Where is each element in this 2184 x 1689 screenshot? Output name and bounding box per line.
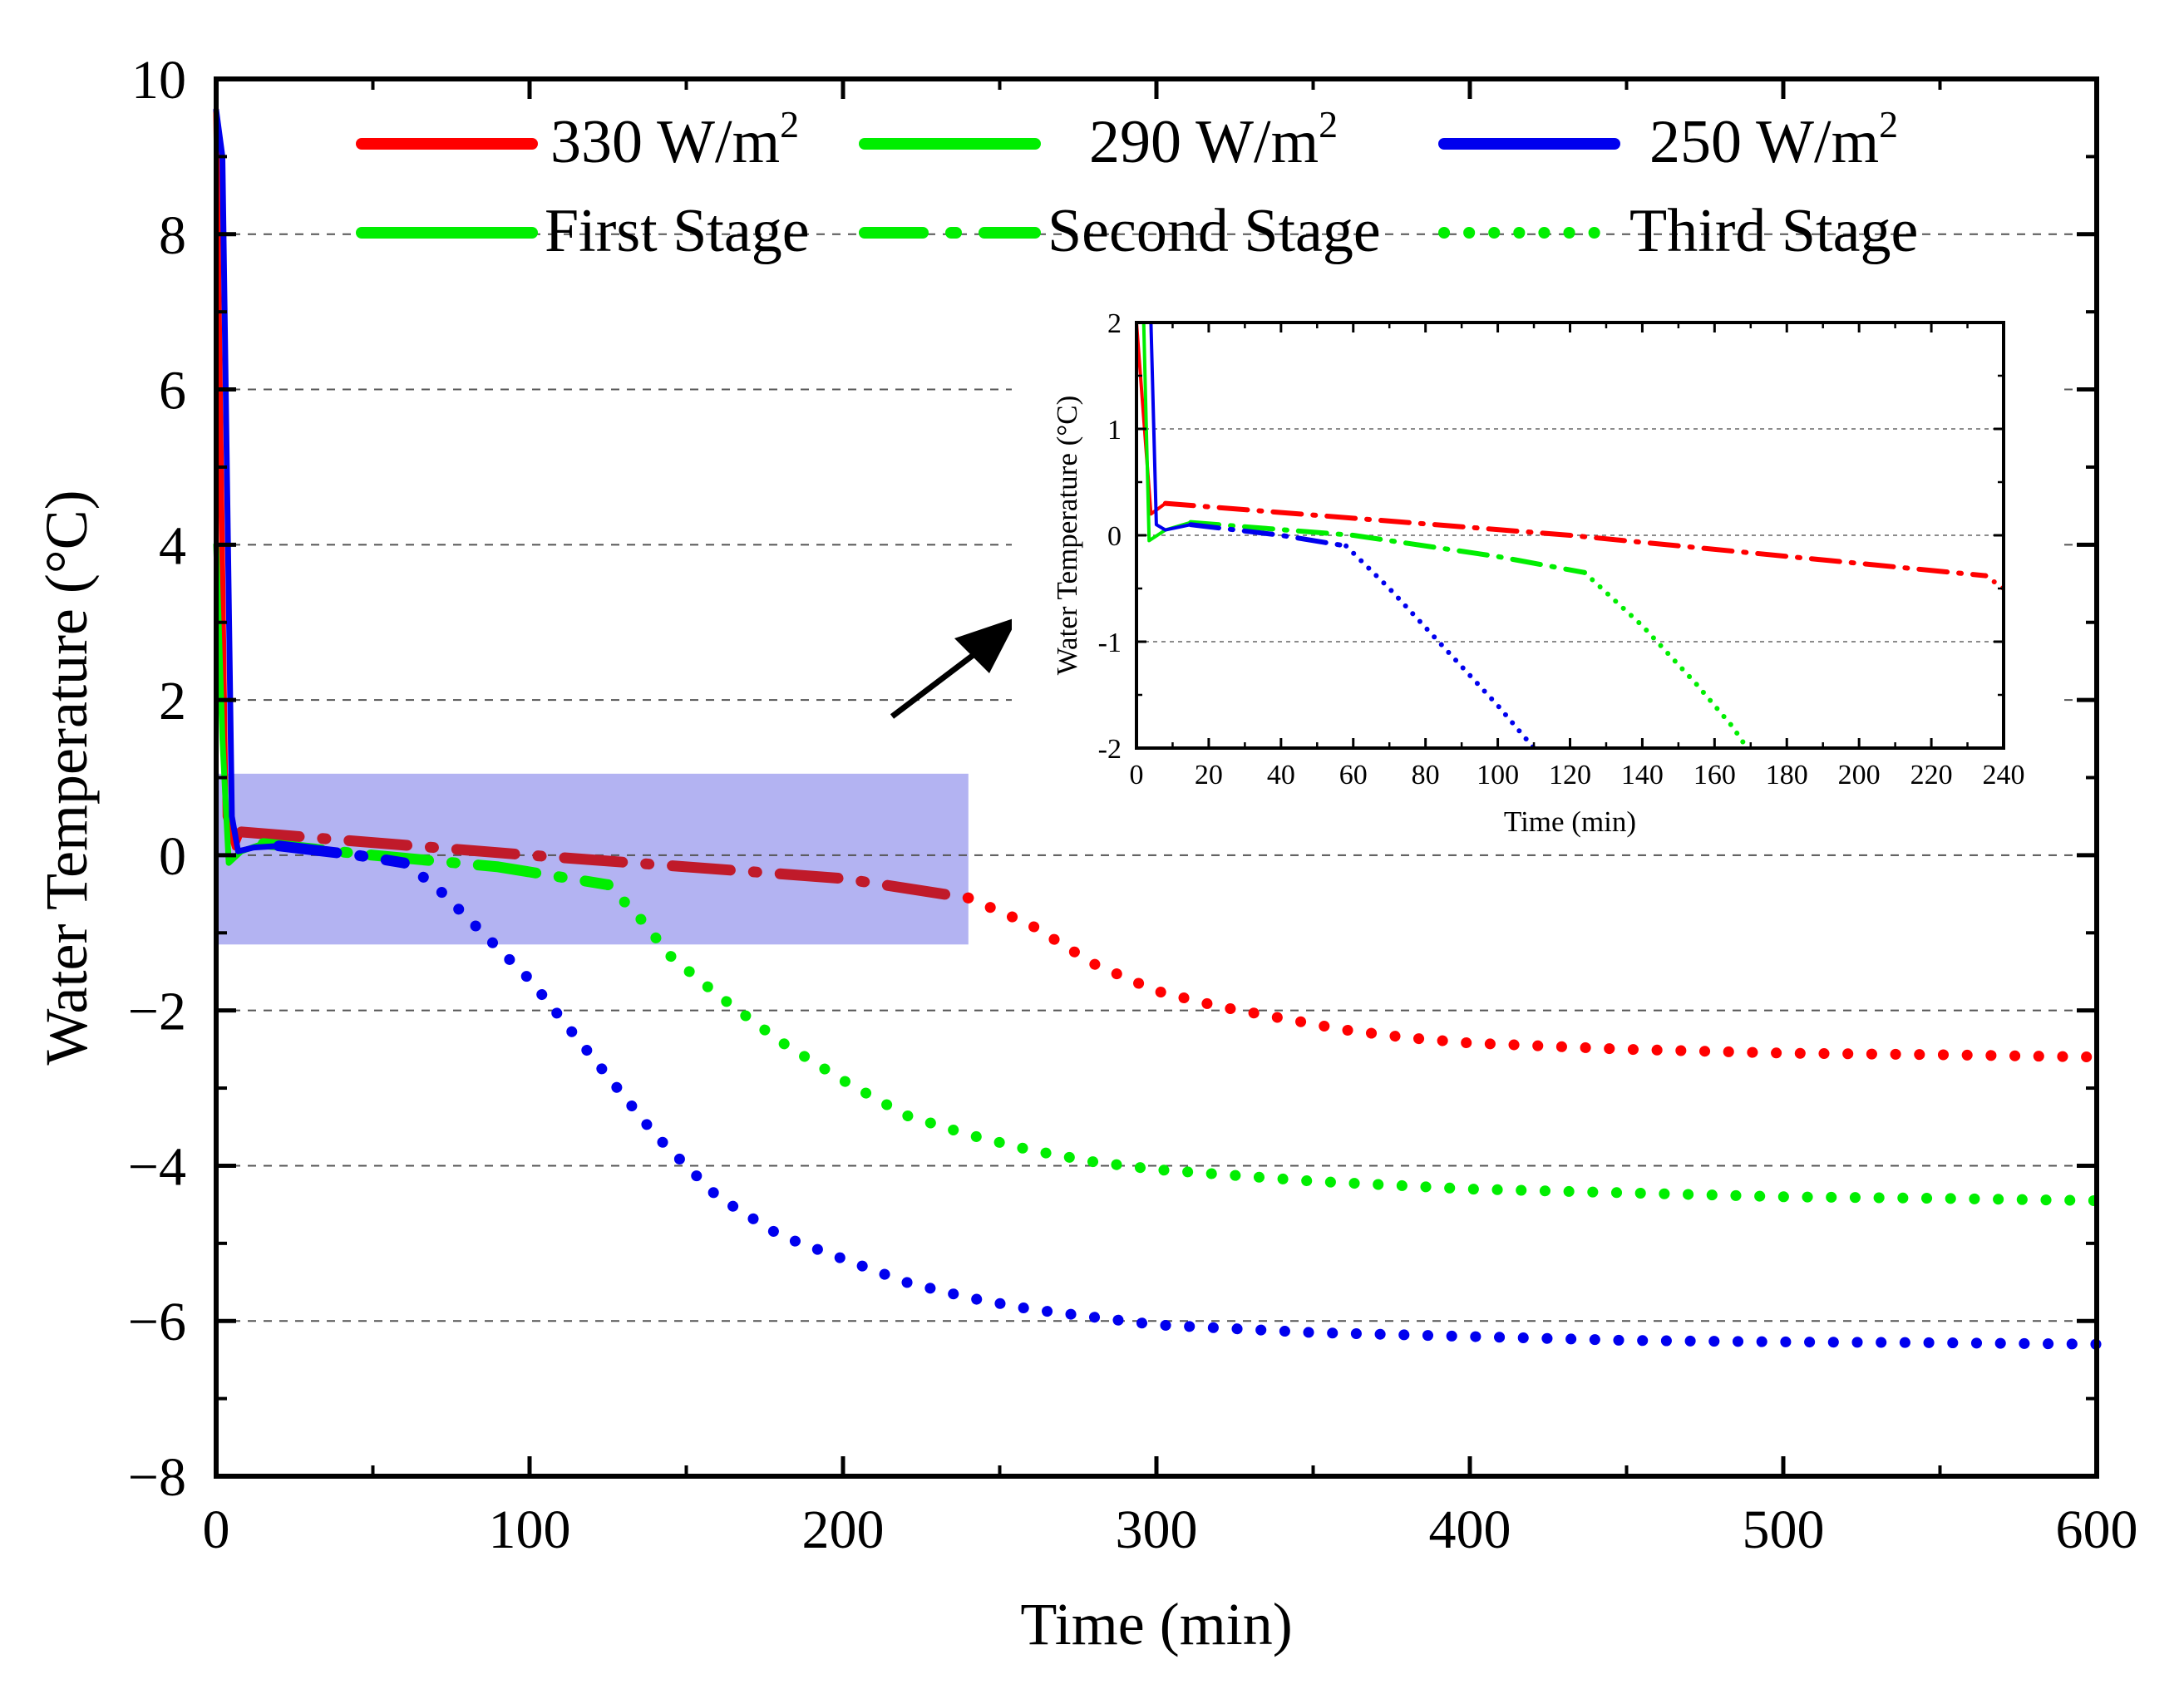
zoom-arrow <box>890 617 1018 719</box>
inset-y-axis-title: Water Temperature (°C) <box>1051 396 1083 676</box>
inset-x-tick-label: 40 <box>1267 760 1295 790</box>
main-y-tick-label: 0 <box>159 826 186 887</box>
inset-y-tick-label: 0 <box>1107 521 1122 552</box>
inset-ticks: 0 20 40 60 80 100 120 140 160 180 200 220 240 2 1 0 -1 -2 <box>1098 308 2025 790</box>
inset-x-tick-label: 60 <box>1339 760 1368 790</box>
legend-label-text: 250 W/m <box>1649 108 1879 176</box>
zoom-arrow-shaft <box>890 647 984 719</box>
main-y-tick-label: −8 <box>128 1447 186 1508</box>
legend-label-superscript: 2 <box>1319 103 1338 145</box>
inset-x-tick-label: 220 <box>1910 760 1953 790</box>
legend-label-superscript: 2 <box>780 103 799 145</box>
main-series-line <box>213 106 282 854</box>
legend-label: First Stage <box>545 197 810 265</box>
legend-label: 330 W/m2 <box>550 103 799 176</box>
inset-chart: 0 20 40 60 80 100 120 140 160 180 200 220 240 2 1 0 -1 -2… <box>1012 306 2062 848</box>
main-series-line <box>398 857 2103 1350</box>
main-y-tick-label: −4 <box>128 1136 186 1197</box>
main-x-tick-label: 100 <box>489 1499 571 1560</box>
main-series-line <box>235 826 974 904</box>
inset-x-tick-label: 240 <box>1983 760 2025 790</box>
legend-label-text: Third Stage <box>1629 197 1918 265</box>
inset-y-tick-label: -1 <box>1098 628 1122 658</box>
inset-x-tick-label: 140 <box>1621 760 1664 790</box>
inset-series-clipped <box>1136 323 2004 748</box>
legend-label-text: First Stage <box>545 197 810 265</box>
main-y-tick-label: 10 <box>131 50 186 111</box>
legend-label-text: 290 W/m <box>1089 108 1319 176</box>
inset-x-tick-label: 120 <box>1549 760 1591 790</box>
main-x-tick-label: 400 <box>1429 1499 1511 1560</box>
legend-label: Third Stage <box>1629 197 1918 265</box>
inset-series-line <box>1188 520 1587 575</box>
inset-series-line <box>1343 543 1536 748</box>
inset-y-tick-label: 1 <box>1107 415 1122 446</box>
inset-series-line <box>1188 522 1349 549</box>
main-series-layer <box>213 106 2103 1350</box>
inset-series-line <box>1162 500 1989 579</box>
main-y-tick-label: 4 <box>159 515 186 576</box>
main-y-tick-label: −6 <box>128 1292 186 1352</box>
legend-label: 290 W/m2 <box>1089 103 1338 176</box>
legend-label: Second Stage <box>1048 197 1381 265</box>
main-x-tick-label: 500 <box>1743 1499 1825 1560</box>
inset-x-tick-label: 100 <box>1477 760 1519 790</box>
legend-label-superscript: 2 <box>1879 103 1898 145</box>
inset-x-tick-label: 80 <box>1412 760 1440 790</box>
inset-series-line <box>1149 323 1193 532</box>
inset-x-axis-title: Time (min) <box>1504 805 1636 838</box>
main-x-tick-label: 0 <box>203 1499 230 1560</box>
main-series-line <box>963 892 2103 1063</box>
inset-background <box>1012 306 2062 848</box>
main-y-axis-title: Water Temperature (°C) <box>33 490 100 1065</box>
main-x-tick-label: 600 <box>2056 1499 2138 1560</box>
inset-series-line <box>1581 569 1750 748</box>
main-y-tick-label: −2 <box>128 982 186 1042</box>
zoom-arrow-head <box>954 617 1018 673</box>
inset-y-tick-label: -2 <box>1098 734 1122 765</box>
inset-x-tick-label: 180 <box>1766 760 1808 790</box>
inset-x-tick-label: 200 <box>1838 760 1881 790</box>
inset-x-tick-label: 20 <box>1195 760 1223 790</box>
inset-x-tick-label: 160 <box>1693 760 1736 790</box>
main-y-tick-label: 6 <box>159 361 186 421</box>
main-x-tick-label: 200 <box>802 1499 885 1560</box>
inset-y-tick-label: 2 <box>1107 308 1122 339</box>
main-y-tick-label: 2 <box>159 671 186 731</box>
main-y-tick-label: 8 <box>159 205 186 266</box>
inset-x-tick-label: 0 <box>1130 760 1144 790</box>
main-x-tick-label: 300 <box>1116 1499 1198 1560</box>
legend-label-text: 330 W/m <box>550 108 780 176</box>
legend-label-text: Second Stage <box>1048 197 1381 265</box>
inset-series-layer <box>1136 323 2004 748</box>
inset-series-line <box>1983 573 2004 591</box>
legend-label: 250 W/m2 <box>1649 103 1898 176</box>
main-series-line <box>273 840 410 869</box>
main-x-axis-title: Time (min) <box>1020 1591 1292 1657</box>
